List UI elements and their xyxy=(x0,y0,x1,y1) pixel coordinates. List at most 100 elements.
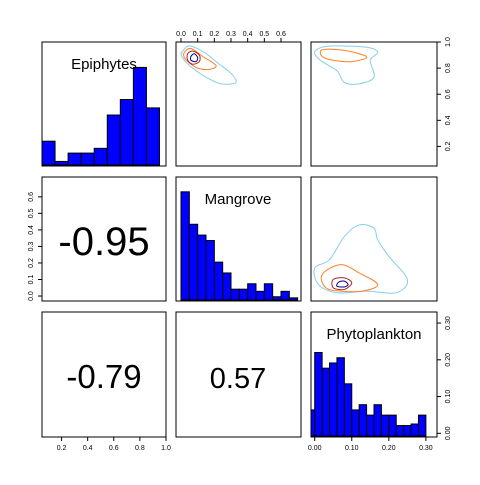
histogram-bar xyxy=(247,283,257,301)
histogram-bar xyxy=(351,409,360,437)
histogram-bar xyxy=(106,114,121,166)
tick-label: 0.4 xyxy=(28,225,35,235)
histogram-bar xyxy=(93,147,108,166)
tick-label: 0.8 xyxy=(445,63,452,73)
contour-line xyxy=(319,48,368,63)
contour-line xyxy=(320,264,379,293)
panel-corr-mangrove-phyto xyxy=(175,311,302,438)
panel-mangrove-hist xyxy=(175,176,302,302)
tick-label: 0.4 xyxy=(243,31,253,38)
axes-ticks: 0.2 0.4 0.6 0.8 1.0 0.00 0.10 0.20 0.30 0.0 0.1 0.2… xyxy=(28,31,452,452)
tick-label: 0.0 xyxy=(28,291,35,301)
tick-label: 0.2 xyxy=(28,258,35,268)
histogram-bar xyxy=(119,99,134,166)
panel-contour-phyto-mangrove xyxy=(310,176,438,302)
histogram-bar xyxy=(280,290,290,301)
tick-label: 0.5 xyxy=(259,31,269,38)
tick-label: 0.30 xyxy=(419,445,433,452)
tick-label: 0.3 xyxy=(28,241,35,251)
histogram-bar xyxy=(388,414,397,437)
histogram-bar xyxy=(80,152,95,166)
histogram-bar xyxy=(380,414,390,437)
label-phytoplankton: Phytoplankton xyxy=(326,326,421,343)
histogram-bar xyxy=(358,404,368,437)
panel-contour-mangrove-epiphytes xyxy=(175,41,302,167)
histogram-bar xyxy=(222,272,232,301)
contour-line xyxy=(183,47,217,71)
contour-line xyxy=(313,224,409,294)
histogram-bar xyxy=(373,404,382,437)
histogram-bar xyxy=(314,352,323,437)
contour-mangrove-epiphytes xyxy=(180,45,237,85)
histogram-bar xyxy=(395,425,405,437)
tick-label: 0.6 xyxy=(28,192,35,202)
tick-label: 0.1 xyxy=(193,31,203,38)
corr-epiphytes-mangrove: -0.95 xyxy=(58,220,149,264)
contour-line xyxy=(314,45,379,85)
tick-label: 0.6 xyxy=(109,445,119,452)
histogram-bar xyxy=(321,367,331,437)
histogram-bar xyxy=(272,296,282,301)
histogram-bar xyxy=(329,362,338,437)
tick-label: 0.20 xyxy=(382,445,396,452)
histogram-bar xyxy=(288,297,299,301)
corr-epiphytes-phytoplankton: -0.79 xyxy=(66,358,141,395)
contour-line xyxy=(336,280,349,288)
tick-label: 0.6 xyxy=(276,31,286,38)
label-epiphytes: Epiphytes xyxy=(71,56,137,73)
panel-contour-phyto-epiphytes xyxy=(310,41,438,167)
tick-label: 0.10 xyxy=(345,445,359,452)
histogram-bar xyxy=(410,423,419,437)
tick-label: 0.20 xyxy=(445,353,452,367)
contour-line xyxy=(180,45,237,85)
histogram-bar xyxy=(54,160,69,166)
histogram-bar xyxy=(145,107,160,166)
tick-label: 0.30 xyxy=(445,316,452,330)
histogram-bar xyxy=(213,261,224,301)
panel-epiphytes-hist xyxy=(41,41,167,167)
corr-mangrove-phytoplankton: 0.57 xyxy=(210,363,266,395)
histogram-bar xyxy=(255,290,265,301)
histogram-mangrove xyxy=(180,191,299,301)
histogram-bar xyxy=(67,152,82,166)
tick-label: 0.00 xyxy=(308,445,322,452)
contour-line xyxy=(189,53,199,63)
histogram-bar xyxy=(343,383,353,437)
histogram-bar xyxy=(310,409,316,437)
contour-line xyxy=(186,50,201,65)
histogram-bar xyxy=(238,288,249,301)
tick-label: 0.1 xyxy=(28,275,35,285)
tick-label: 1.0 xyxy=(161,445,171,452)
histogram-bar xyxy=(180,191,190,301)
tick-label: 0.8 xyxy=(135,445,145,452)
histogram-bar xyxy=(188,223,199,301)
label-mangrove: Mangrove xyxy=(205,191,272,208)
tick-label: 0.5 xyxy=(28,208,35,218)
histogram-bar xyxy=(263,283,274,301)
histogram-bar xyxy=(366,414,375,437)
tick-label: 0.00 xyxy=(445,426,452,440)
histogram-bar xyxy=(41,140,56,166)
contour-phyto-mangrove xyxy=(313,224,409,294)
histogram-bar xyxy=(132,66,147,166)
histogram-bar xyxy=(403,425,412,437)
tick-label: 0.2 xyxy=(209,31,219,38)
tick-label: 0.0 xyxy=(176,31,186,38)
histogram-bar xyxy=(230,288,240,301)
tick-label: 1.0 xyxy=(445,37,452,47)
histogram-bar xyxy=(417,414,427,437)
tick-label: 0.2 xyxy=(57,445,67,452)
histogram-bar xyxy=(197,234,207,301)
histogram-phytoplankton xyxy=(310,352,427,437)
histogram-bar xyxy=(336,357,345,437)
histogram-epiphytes xyxy=(41,66,160,166)
tick-label: 0.4 xyxy=(83,445,93,452)
contour-phyto-epiphytes xyxy=(314,45,379,85)
contour-line xyxy=(331,277,353,291)
tick-label: 0.10 xyxy=(445,390,452,404)
tick-label: 0.6 xyxy=(445,89,452,99)
tick-label: 0.3 xyxy=(226,31,236,38)
tick-label: 0.2 xyxy=(445,141,452,151)
tick-label: 0.4 xyxy=(445,115,452,125)
